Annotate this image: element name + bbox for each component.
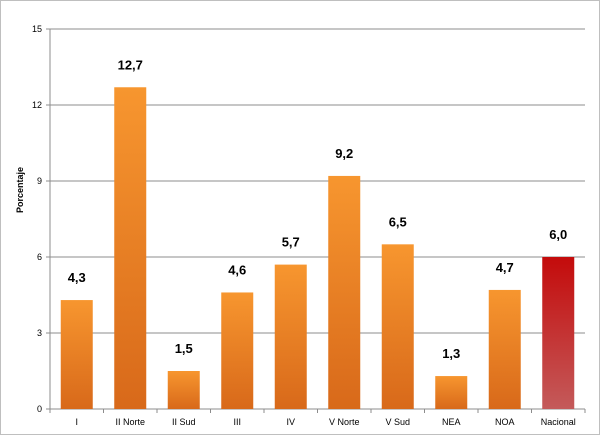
data-labels: 4,3 12,7 1,5 4,6 5,7 9,2 6,5 1,3 4,7 6,0: [68, 57, 568, 361]
y-tick-label: 6: [37, 252, 42, 262]
bar-iv: [274, 264, 307, 409]
data-label: 6,0: [549, 227, 567, 242]
bar-ii-sud: [167, 371, 200, 409]
bar-nacional: [542, 257, 575, 409]
bars: [60, 87, 575, 410]
category-label: II Norte: [115, 417, 145, 427]
y-tick-label: 0: [37, 404, 42, 414]
category-label: Nacional: [541, 417, 576, 427]
y-axis-label: Porcentaje: [15, 167, 25, 213]
bar-iii: [221, 292, 254, 409]
bar-nea: [435, 376, 468, 409]
bar-ii-norte: [114, 87, 147, 410]
category-label: V Sud: [385, 417, 410, 427]
bar-noa: [488, 289, 521, 409]
data-label: 4,6: [228, 262, 246, 277]
data-label: 9,2: [335, 146, 353, 161]
data-label: 6,5: [389, 214, 407, 229]
category-label: V Norte: [329, 417, 360, 427]
y-tick-label: 3: [37, 328, 42, 338]
y-tick-label: 15: [32, 24, 42, 34]
category-labels: I II Norte II Sud III IV V Norte V Sud NEA NOA Na…: [75, 417, 575, 427]
bar-v-sud: [381, 244, 414, 409]
bar-v-norte: [328, 175, 361, 409]
data-label: 1,3: [442, 346, 460, 361]
y-tick-labels: 0 3 6 9 12 15: [32, 24, 42, 414]
data-label: 4,3: [68, 270, 86, 285]
data-label: 4,7: [496, 260, 514, 275]
y-tick-label: 9: [37, 176, 42, 186]
data-label: 5,7: [282, 235, 300, 250]
bar-i: [60, 300, 93, 409]
category-label: IV: [286, 417, 295, 427]
y-tick-label: 12: [32, 100, 42, 110]
data-label: 1,5: [175, 341, 193, 356]
category-label: NEA: [442, 417, 461, 427]
data-label: 12,7: [118, 57, 143, 72]
category-label: I: [75, 417, 78, 427]
category-label: NOA: [495, 417, 515, 427]
category-label: III: [233, 417, 241, 427]
category-label: II Sud: [172, 417, 196, 427]
